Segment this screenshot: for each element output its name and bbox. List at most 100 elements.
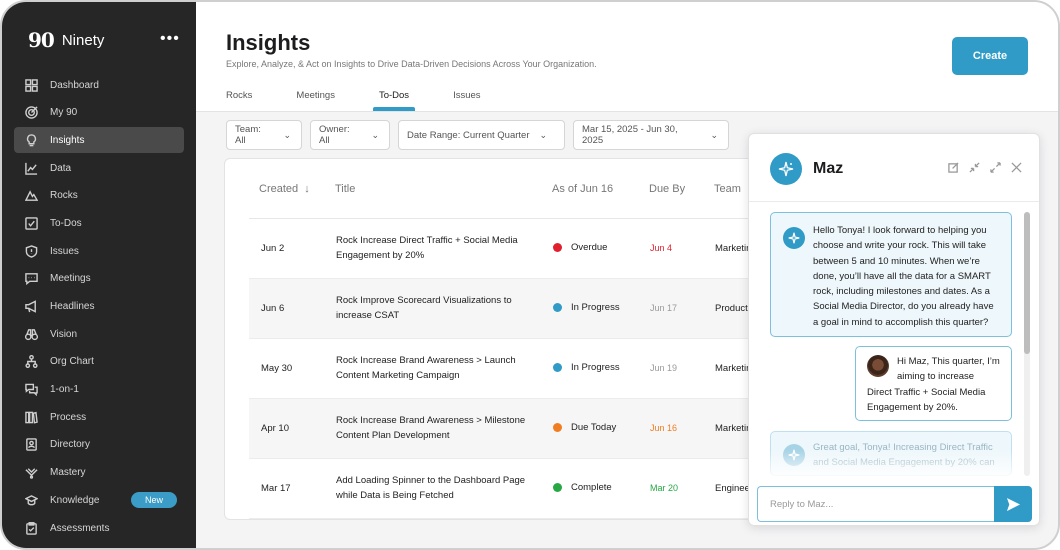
sidebar-item-assessments[interactable]: Assessments	[14, 515, 184, 541]
sidebar-item-mastery[interactable]: Mastery	[14, 460, 184, 486]
sidebar-item-my-90[interactable]: My 90	[14, 100, 184, 126]
chat-icon	[24, 272, 38, 286]
checkbox-icon	[24, 216, 38, 230]
minimize-icon[interactable]	[967, 160, 981, 174]
column-header-status[interactable]: As of Jun 16	[552, 183, 614, 195]
table-row[interactable]: Jun 2 Rock Increase Direct Traffic + Soci…	[249, 219, 783, 279]
tab-meetings[interactable]: Meetings	[296, 90, 335, 101]
new-badge: New	[130, 492, 177, 509]
column-header-title[interactable]: Title	[335, 183, 356, 195]
scrollbar[interactable]	[1024, 212, 1030, 476]
status-badge: Overdue	[553, 242, 607, 253]
reply-input[interactable]: Reply to Maz...	[757, 486, 995, 522]
brand-name: Ninety	[61, 31, 105, 49]
date-range-filter-label: Date Range: Current Quarter	[407, 129, 530, 141]
sidebar-item-knowledge[interactable]: Knowledge New	[14, 487, 184, 513]
message-text: Hello Tonya! I look forward to helping y…	[813, 225, 994, 328]
edit-icon[interactable]	[946, 160, 960, 174]
date-picker-filter[interactable]: Mar 15, 2025 - Jun 30, 2025 ⌄	[573, 120, 729, 150]
owner-filter[interactable]: Owner: All ⌄	[310, 120, 390, 150]
sidebar-item-meetings[interactable]: Meetings	[14, 266, 184, 292]
table-row[interactable]: May 30 Rock Increase Brand Awareness > La…	[249, 339, 783, 399]
tab-bar: Rocks Meetings To-Dos Issues	[226, 90, 525, 111]
column-header-created[interactable]: Created ↓	[259, 183, 310, 195]
close-icon[interactable]	[1009, 160, 1023, 174]
target-icon	[24, 106, 38, 120]
sidebar-item-directory[interactable]: Directory	[14, 432, 184, 458]
todo-title[interactable]: Rock Increase Brand Awareness > Launch C…	[336, 355, 516, 381]
team-name: Product	[715, 303, 748, 314]
shield-alert-icon	[24, 244, 38, 258]
sidebar-item-issues[interactable]: Issues	[14, 238, 184, 264]
date-range-filter[interactable]: Date Range: Current Quarter ⌄	[398, 120, 565, 150]
contacts-icon	[24, 438, 38, 452]
page-header: Insights Explore, Analyze, & Act on Insi…	[196, 2, 1058, 112]
column-label: Created	[259, 183, 299, 195]
todo-title[interactable]: Rock Increase Brand Awareness > Mileston…	[336, 415, 526, 441]
sidebar: 90 Ninety ••• Dashboard My 90 Insights D…	[2, 2, 196, 548]
sidebar-item-label: Headlines	[50, 301, 95, 312]
tab-to-dos[interactable]: To-Dos	[372, 90, 416, 111]
sidebar-item-data[interactable]: Data	[14, 155, 184, 181]
sidebar-item-rocks[interactable]: Rocks	[14, 183, 184, 209]
status-badge: Due Today	[553, 422, 616, 433]
team-name: Marketing	[715, 243, 757, 254]
sparkle-icon	[770, 153, 802, 185]
status-label: In Progress	[571, 302, 620, 313]
team-filter[interactable]: Team: All ⌄	[226, 120, 302, 150]
sidebar-item-label: Dashboard	[50, 79, 99, 91]
sidebar-item-label: Rocks	[50, 190, 78, 202]
expand-icon[interactable]	[988, 160, 1002, 174]
sidebar-item-insights[interactable]: Insights	[14, 127, 184, 154]
status-dot	[553, 423, 562, 432]
dashboard-icon	[24, 78, 38, 92]
owner-filter-label: Owner: All	[319, 124, 350, 146]
status-label: Complete	[571, 482, 612, 493]
brand[interactable]: 90 Ninety	[28, 28, 104, 52]
sidebar-item-label: Mastery	[50, 467, 86, 479]
org-chart-icon	[24, 355, 38, 369]
more-options-button[interactable]: •••	[160, 30, 180, 47]
table-row[interactable]: Apr 10 Rock Increase Brand Awareness > Mi…	[249, 399, 783, 459]
todo-title[interactable]: Rock Improve Scorecard Visualizations to…	[336, 295, 512, 321]
megaphone-icon	[24, 300, 38, 314]
sidebar-item-dashboard[interactable]: Dashboard	[14, 72, 184, 98]
sidebar-item-to-dos[interactable]: To-Dos	[14, 210, 184, 236]
create-button[interactable]: Create	[952, 37, 1028, 75]
sidebar-item-1-on-1[interactable]: 1-on-1	[14, 377, 184, 403]
table-header: Created ↓ Title As of Jun 16 Due By Team	[249, 159, 783, 219]
sidebar-item-label: Process	[50, 411, 87, 423]
column-header-due-by[interactable]: Due By	[649, 183, 686, 195]
status-badge: Complete	[553, 482, 612, 493]
chevron-down-icon: ⌄	[539, 129, 548, 140]
status-badge: In Progress	[553, 362, 620, 373]
sidebar-item-headlines[interactable]: Headlines	[14, 294, 184, 320]
column-header-team[interactable]: Team	[714, 183, 741, 195]
message-text: Hi Maz, This quarter, I’m aiming to incr…	[867, 356, 1000, 413]
brand-logo: 90	[28, 28, 55, 52]
tab-issues[interactable]: Issues	[453, 90, 481, 101]
avatar	[867, 355, 889, 377]
sidebar-item-vision[interactable]: Vision	[14, 321, 184, 347]
tab-rocks[interactable]: Rocks	[226, 90, 253, 101]
sidebar-item-process[interactable]: Process	[14, 404, 184, 430]
team-name: Marketing	[715, 423, 757, 434]
sidebar-item-label: Vision	[50, 328, 78, 340]
due-date: Jun 16	[650, 423, 678, 433]
sidebar-item-org-chart[interactable]: Org Chart	[14, 349, 184, 375]
mountain-icon	[24, 189, 38, 203]
line-chart-icon	[24, 161, 38, 175]
table-row[interactable]: Mar 17 Add Loading Spinner to the Dashboa…	[249, 459, 783, 519]
sidebar-item-label: Assessments	[50, 522, 110, 534]
sidebar-item-label: 1-on-1	[50, 384, 79, 396]
mastery-icon	[24, 466, 38, 480]
scrollbar-thumb[interactable]	[1024, 212, 1030, 354]
created-date: May 30	[261, 363, 293, 374]
created-date: Mar 17	[261, 483, 291, 494]
send-button[interactable]	[994, 486, 1032, 522]
table-row[interactable]: Jun 6 Rock Improve Scorecard Visualizatio…	[249, 279, 783, 339]
status-badge: In Progress	[553, 302, 620, 313]
todo-title[interactable]: Rock Increase Direct Traffic + Social Me…	[336, 235, 518, 261]
todo-title[interactable]: Add Loading Spinner to the Dashboard Pag…	[336, 475, 526, 501]
